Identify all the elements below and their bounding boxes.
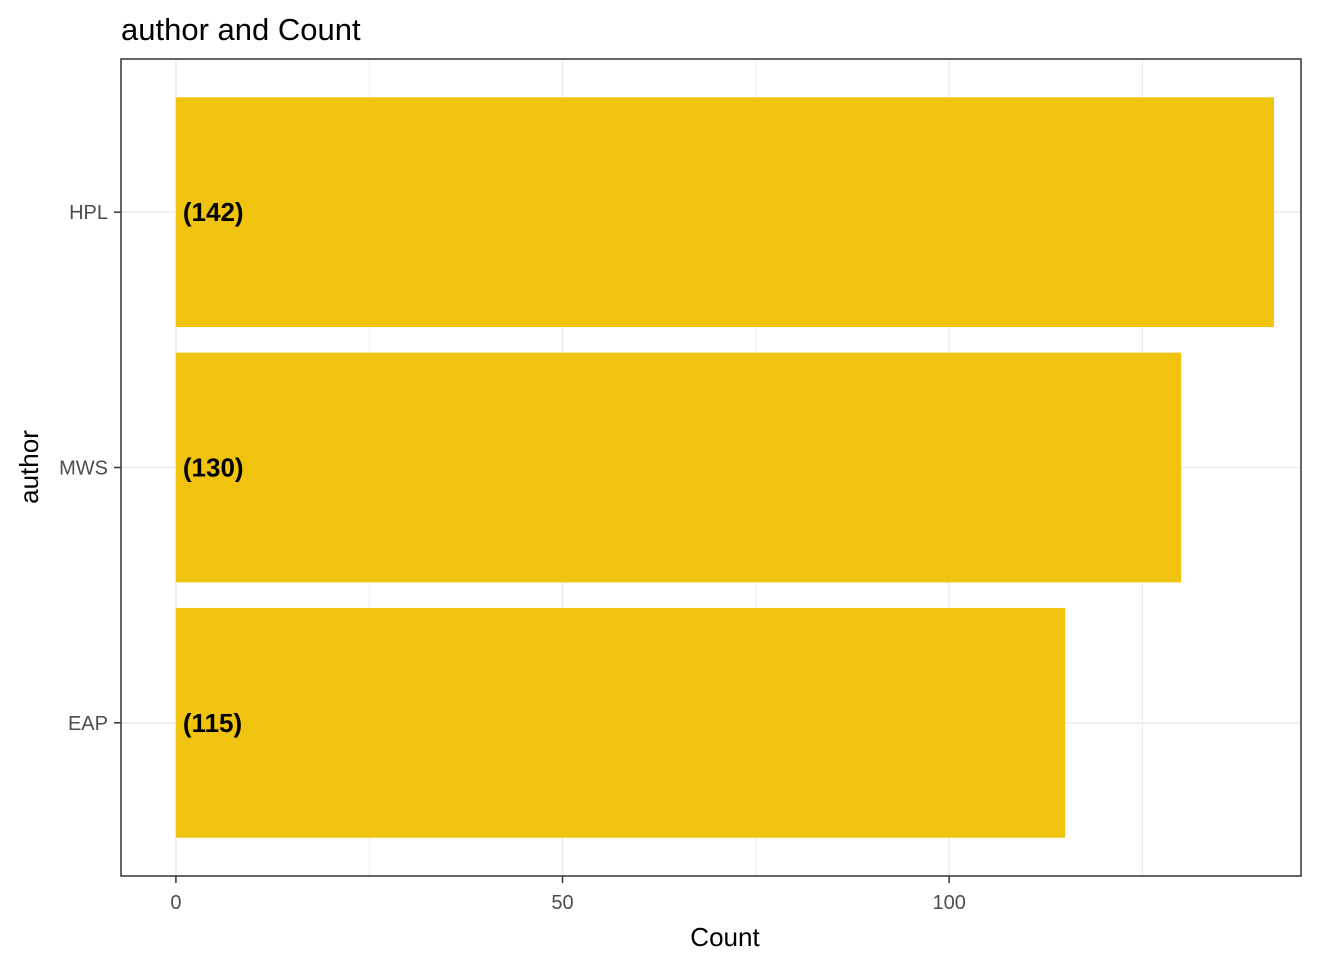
data-label-eap: (115) xyxy=(183,708,242,738)
chart-title: author and Count xyxy=(121,12,361,47)
data-label-hpl: (142) xyxy=(183,197,244,227)
y-axis: HPL MWS EAP xyxy=(59,202,121,735)
bar-eap xyxy=(175,607,1066,838)
bar-hpl xyxy=(175,97,1274,328)
x-axis: 0 50 100 xyxy=(170,876,966,914)
y-axis-title: author xyxy=(14,430,44,504)
y-tick-label-mws: MWS xyxy=(59,458,108,480)
y-tick-label-hpl: HPL xyxy=(69,202,108,224)
x-tick-label: 100 xyxy=(932,892,965,914)
data-labels: (142) (130) (115) xyxy=(183,197,244,738)
bars xyxy=(175,97,1274,838)
bar-mws xyxy=(175,352,1182,583)
x-tick-label: 0 xyxy=(170,892,181,914)
x-tick-label: 50 xyxy=(551,892,573,914)
data-label-mws: (130) xyxy=(183,453,244,483)
y-tick-label-eap: EAP xyxy=(68,713,108,735)
x-axis-title: Count xyxy=(690,922,760,952)
